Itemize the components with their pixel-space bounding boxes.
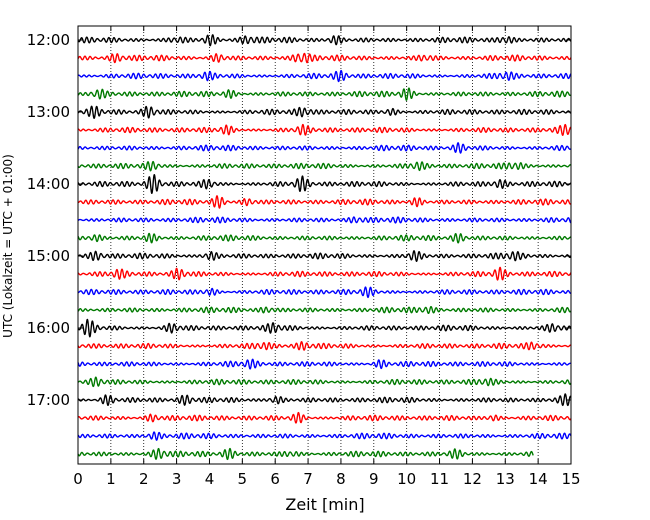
seismogram-trace (77, 358, 572, 370)
x-tick-label: 15 (561, 470, 580, 488)
seismogram-trace (77, 105, 572, 119)
seismogram-trace (77, 341, 572, 351)
seismogram-trace (77, 286, 572, 299)
seismogram-trace (77, 142, 572, 154)
y-tick-label: 12:00 (27, 31, 70, 49)
seismogram-trace (77, 123, 572, 136)
seismogram-trace (77, 174, 572, 195)
x-tick-label: 6 (270, 470, 280, 488)
seismogram-trace (77, 195, 572, 209)
y-axis-ticks: 12:00 13:00 14:00 15:00 16:00 17:00 (27, 31, 571, 409)
seismogram-trace (77, 447, 534, 461)
seismogram-traces (77, 34, 572, 461)
seismogram-trace (77, 318, 572, 338)
x-tick-label: 7 (303, 470, 313, 488)
x-tick-label: 3 (172, 470, 182, 488)
x-tick-label: 0 (73, 470, 83, 488)
seismogram-trace (77, 250, 572, 262)
seismogram-trace (77, 160, 572, 172)
seismogram-trace (77, 393, 572, 407)
seismogram-trace (77, 216, 572, 224)
seismogram-trace (77, 69, 572, 83)
x-tick-label: 5 (238, 470, 248, 488)
x-tick-label: 13 (496, 470, 515, 488)
x-tick-label: 11 (430, 470, 449, 488)
x-tick-label: 12 (463, 470, 482, 488)
y-axis-label: UTC (Lokalzeit = UTC + 01:00) (1, 154, 15, 338)
seismogram-trace (77, 232, 572, 244)
seismogram-trace (77, 411, 572, 424)
seismogram-trace (77, 34, 572, 47)
seismogram-trace (77, 266, 572, 281)
y-tick-label: 13:00 (27, 103, 70, 121)
y-tick-label: 16:00 (27, 319, 70, 337)
x-axis-label: Zeit [min] (285, 495, 364, 514)
x-tick-label: 4 (205, 470, 215, 488)
y-tick-label: 15:00 (27, 247, 70, 265)
seismogram-trace (77, 87, 572, 101)
x-tick-label: 10 (397, 470, 416, 488)
seismogram-trace (77, 305, 572, 315)
y-tick-label: 17:00 (27, 391, 70, 409)
x-tick-label: 2 (139, 470, 149, 488)
x-tick-label: 9 (369, 470, 379, 488)
y-tick-label: 14:00 (27, 175, 70, 193)
x-tick-label: 1 (106, 470, 116, 488)
x-axis-ticks: 0 1 2 3 4 5 6 7 8 9 10 11 12 13 14 15 (73, 26, 581, 488)
seismogram-trace (77, 376, 572, 388)
seismogram-trace (77, 431, 572, 441)
seismogram-trace (77, 52, 572, 64)
plot-frame (77, 25, 572, 465)
x-tick-label: 14 (529, 470, 548, 488)
vertical-grid-lines (110, 26, 539, 464)
x-tick-label: 8 (336, 470, 346, 488)
